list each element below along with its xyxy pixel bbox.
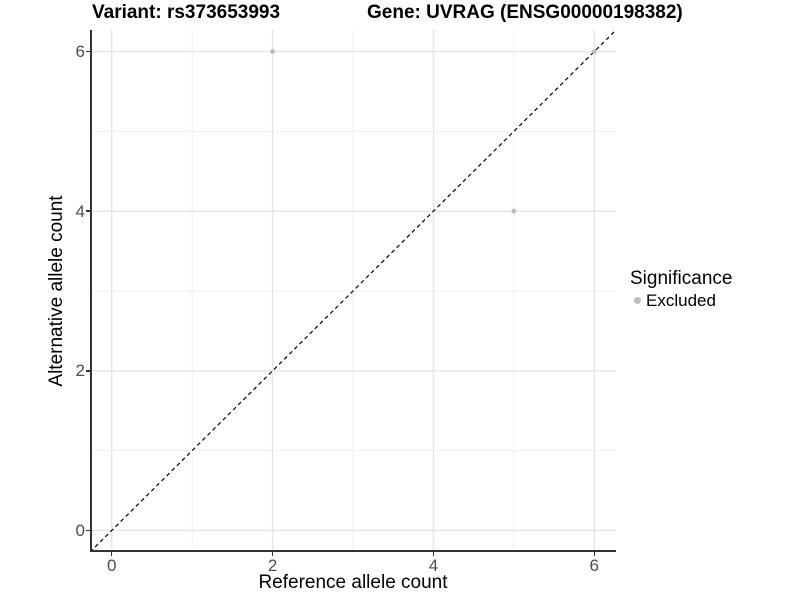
y-tick-mark	[86, 370, 90, 372]
x-axis-title: Reference allele count	[258, 572, 448, 593]
data-point	[270, 49, 275, 54]
y-tick-mark	[86, 50, 90, 53]
identity-dashed-line	[90, 30, 616, 552]
x-tick-mark	[110, 552, 113, 556]
y-tick-label: 6	[75, 42, 85, 62]
plot-panel	[90, 30, 616, 552]
y-axis-title: Alternative allele count	[46, 195, 67, 387]
plot-title-gene: Gene: UVRAG (ENSG00000198382)	[367, 2, 683, 23]
x-tick-label: 0	[106, 556, 117, 575]
legend-entry-label: Excluded	[646, 291, 716, 310]
legend-entry-excluded: Excluded	[630, 291, 732, 310]
x-tick-label: 2	[267, 556, 278, 575]
x-tick-mark	[271, 552, 274, 556]
plot-title-variant: Variant: rs373653993	[92, 2, 281, 23]
x-tick-mark	[593, 552, 596, 556]
legend-point-icon	[634, 297, 641, 304]
y-tick-label: 2	[75, 361, 85, 381]
y-tick-mark	[86, 529, 90, 532]
legend: Significance Excluded	[630, 268, 732, 310]
legend-title: Significance	[630, 268, 733, 289]
x-tick-label: 4	[428, 556, 439, 575]
data-point	[591, 49, 597, 54]
x-tick-mark	[432, 552, 435, 556]
y-tick-label: 0	[75, 520, 85, 540]
data-point	[511, 208, 517, 214]
y-tick-mark	[86, 210, 90, 212]
x-tick-label: 6	[589, 556, 600, 575]
y-tick-label: 4	[75, 201, 85, 221]
